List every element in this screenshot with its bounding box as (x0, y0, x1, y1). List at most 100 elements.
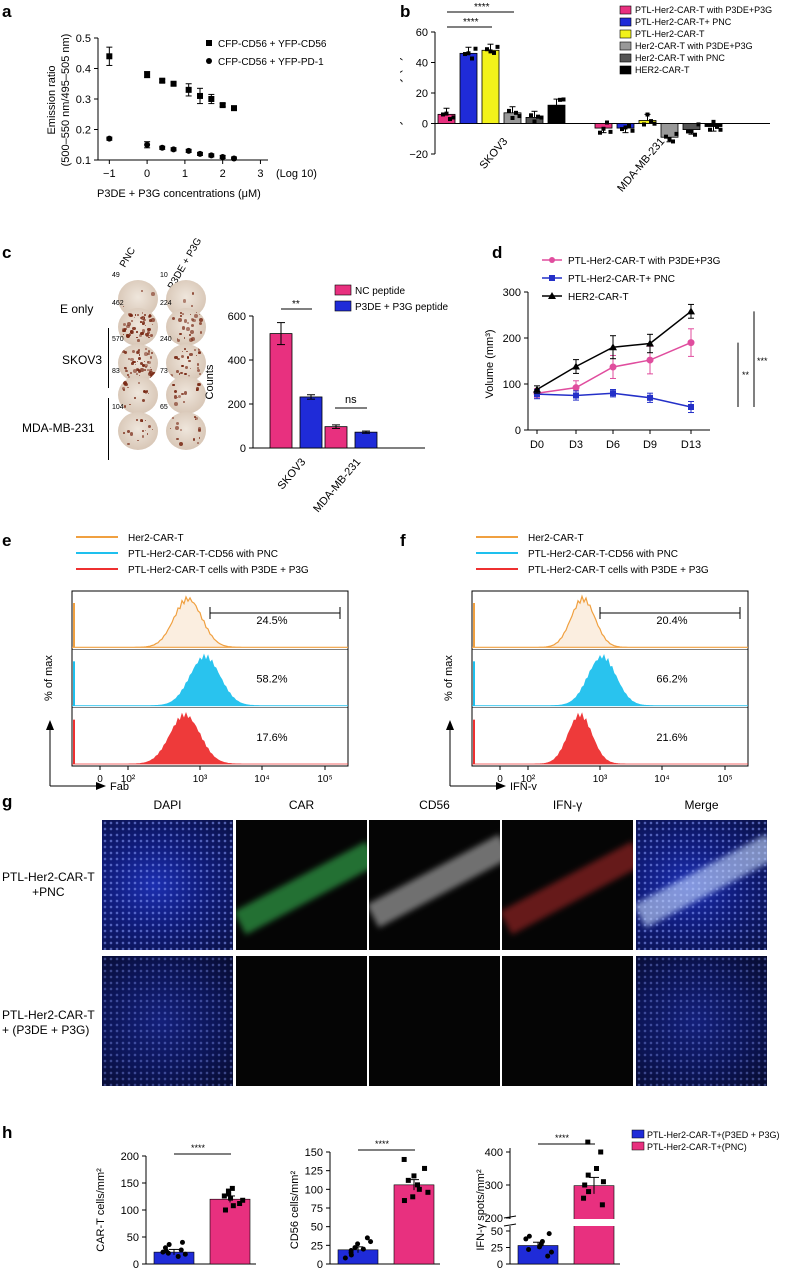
micrograph-cd56-p3de (369, 956, 500, 1086)
colony-spot (186, 350, 188, 353)
h-datapoint (600, 1179, 606, 1185)
b-datapoint (532, 119, 537, 124)
chart-h1: **** CAR-T cells/mm² 0 50 100 150 200 (95, 1143, 256, 1271)
d-point-circle (646, 356, 654, 364)
h-datapoint (586, 1189, 592, 1195)
b-datapoint (463, 52, 467, 57)
c-ytick-label: 200 (228, 399, 246, 411)
h3-ytick-label: 25 (491, 1243, 503, 1255)
b-datapoint (696, 122, 701, 127)
colony-spot (195, 354, 198, 356)
colony-spot (141, 429, 145, 433)
b-datapoint (517, 114, 522, 119)
colony-spot (190, 313, 192, 316)
b-datapoint (488, 49, 493, 54)
h-bar (209, 1198, 251, 1265)
colony-spot (198, 314, 200, 316)
colony-spot (140, 368, 144, 372)
colony-spot (134, 314, 137, 316)
c-legend-label: NC peptide (355, 286, 405, 297)
colony-spot (128, 313, 132, 317)
flow-arrow-head-x (96, 782, 106, 790)
c-sig-label: ** (292, 299, 300, 310)
micrograph-cd56-pnc (369, 820, 500, 950)
colony-spot (194, 417, 199, 421)
colony-spot (123, 367, 127, 370)
colony-spot (141, 420, 143, 422)
panel-letter-h: h (2, 1123, 13, 1142)
colony-spot (145, 366, 148, 369)
b-bar (481, 49, 500, 124)
h-datapoint (545, 1253, 551, 1259)
colony-spot (129, 314, 132, 316)
colony-spot (124, 367, 128, 370)
b-legend-label: Her2-CAR-T with PNC (635, 53, 725, 63)
colony-spot (190, 318, 194, 321)
b-legend-swatch (619, 29, 632, 39)
colony-spot (197, 351, 201, 355)
colony-spot (141, 329, 146, 333)
h-datapoint (581, 1195, 587, 1201)
g-col-car: CAR (288, 798, 315, 812)
b-ytick-label: 60 (416, 27, 428, 39)
flow-axis-spike (73, 603, 75, 648)
micrograph-merge-pnc (636, 820, 767, 950)
h-sig-label: **** (191, 1143, 206, 1153)
colony-spot (172, 316, 176, 320)
colony-count-label: 83 (112, 368, 120, 375)
plate-row-label-skov3: SKOV3 (62, 353, 103, 367)
d-point-square (647, 394, 653, 401)
d-xtick-label: D3 (569, 439, 583, 451)
colony-spot (196, 441, 199, 444)
chart-h2: **** CD56 cells/mm² 0 25 50 75 100 125 150 (290, 1139, 440, 1271)
b-datapoint (649, 119, 653, 124)
h-ylabel: IFN-γ spots/mm² (475, 1169, 487, 1251)
flow-arrow-head-y (46, 720, 54, 730)
d-legend-label: PTL-Her2-CAR-T+ PNC (568, 274, 675, 285)
colony-spot (136, 373, 138, 376)
b-datapoint (539, 115, 544, 120)
colony-spot (129, 404, 131, 406)
micrograph-car-pnc (236, 820, 367, 950)
colony-spot (130, 319, 133, 322)
a-ylabel-line1: Emission ratio (46, 65, 58, 134)
colony-spot (144, 369, 147, 371)
chart-f: 20.4% Her2-CAR-T 66.2% PTL-Her2-CAR-T-CD56 … (443, 533, 749, 790)
c-bar (299, 396, 323, 449)
colony-spot (141, 435, 145, 439)
h-datapoint (548, 1249, 554, 1255)
flow-histogram-0 (72, 595, 348, 648)
a-point-pd1 (208, 152, 215, 159)
colony-spot (189, 338, 193, 343)
b-datapoint (551, 107, 555, 112)
g-row-label-pnc: PTL-Her2-CAR-T +PNC (2, 870, 95, 899)
h-ylabel: CD56 cells/mm² (290, 1171, 301, 1250)
colony-spot (147, 372, 152, 377)
c-legend-label: P3DE + P3G peptide (355, 302, 449, 313)
chart-c: 0 200 400 600 Counts SKOV3 MDA-MB-231 ** ns NC pe… (204, 284, 449, 515)
flow-axis-spike (473, 719, 475, 764)
colony-spot (124, 327, 127, 331)
colony-spot (136, 336, 138, 338)
panel-letter-g: g (2, 792, 13, 811)
colony-spot (177, 394, 182, 399)
flow-xlabel: IFN-γ (510, 781, 537, 790)
h-datapoint (360, 1246, 366, 1252)
h3-ytick-label: 50 (491, 1226, 503, 1238)
b-datapoint (623, 125, 628, 130)
b-legend-label: PTL-Her2-CAR-T+ PNC (635, 17, 732, 27)
colony-spot (129, 432, 134, 436)
h-datapoint (348, 1248, 354, 1254)
b-datapoint (558, 97, 562, 102)
h-datapoint (585, 1139, 591, 1145)
colony-spot (181, 392, 184, 395)
colony-spot (176, 421, 180, 426)
flow-ylabel: % of max (43, 655, 55, 701)
b-datapoint (510, 115, 515, 120)
b-datapoint (642, 122, 646, 127)
d-xtick-label: D0 (530, 439, 544, 451)
colony-spot (135, 330, 138, 333)
d-point-square (534, 391, 540, 398)
b-datapoint (686, 129, 690, 134)
flow-percent-label: 66.2% (656, 674, 687, 686)
